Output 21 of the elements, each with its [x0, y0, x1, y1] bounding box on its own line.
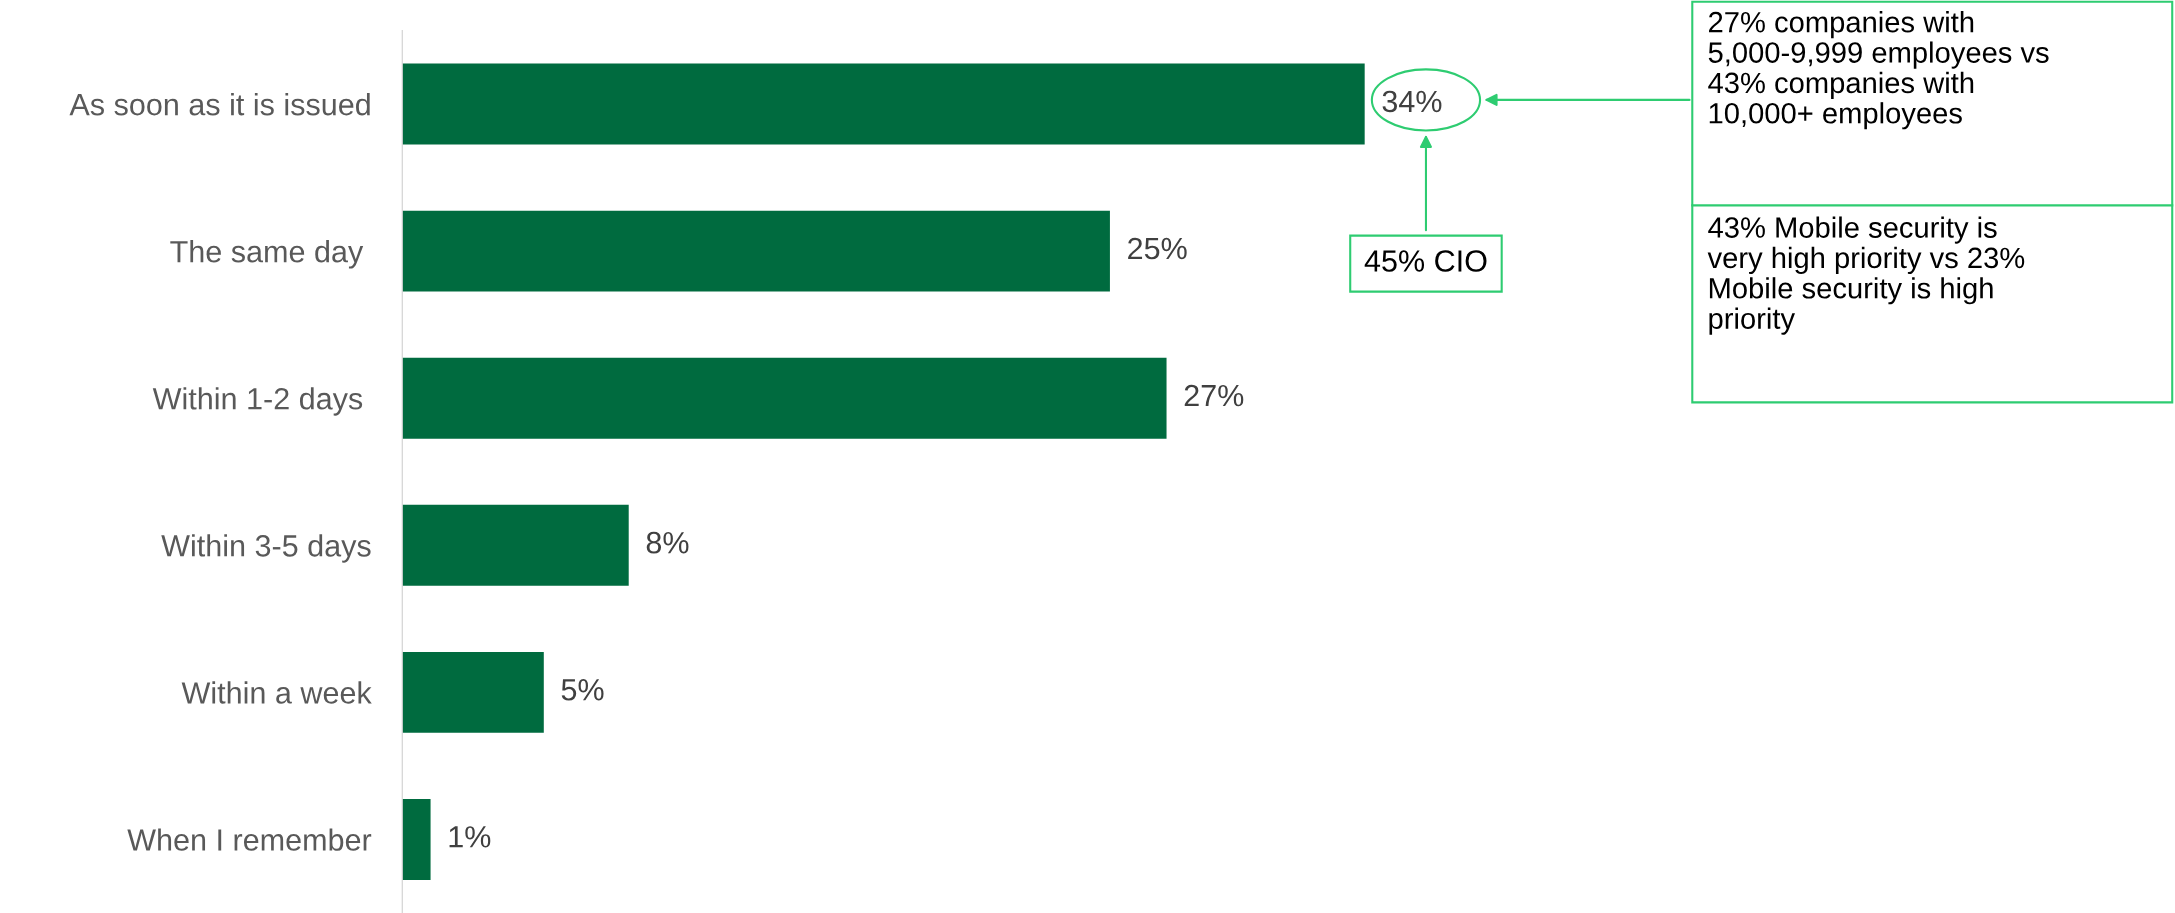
data-label: 1% [449, 826, 491, 848]
annotation: 45% CIO [1364, 250, 1487, 272]
text: 43% Mobile security is very high priority vs 23% Mobile security is high priority [1707, 216, 2025, 335]
data-label: 25% [1128, 237, 1187, 260]
data-label: 27% [1184, 384, 1244, 407]
bar [402, 651, 544, 733]
bar [402, 63, 1365, 145]
y-tick-label: When I remember [127, 828, 372, 851]
data-label: 5% [561, 679, 604, 701]
data-label: 8% [646, 531, 689, 554]
y-tick-label: Within 3-5 days [161, 534, 371, 563]
y-tick-label: As soon as it is issued [69, 92, 370, 116]
bar [402, 210, 1110, 292]
data-label: 34% [1382, 90, 1442, 113]
y-tick-label: Within a week [181, 681, 372, 704]
y-tick-label: The same day [170, 240, 364, 269]
text: 27% companies with 5,000-9,999 employees vs 43% companies with 10,000+ employees [1708, 11, 2049, 130]
bar [402, 504, 629, 586]
bar [402, 357, 1167, 439]
y-tick-label: Within 1-2 days [152, 387, 363, 416]
bar [402, 799, 431, 880]
